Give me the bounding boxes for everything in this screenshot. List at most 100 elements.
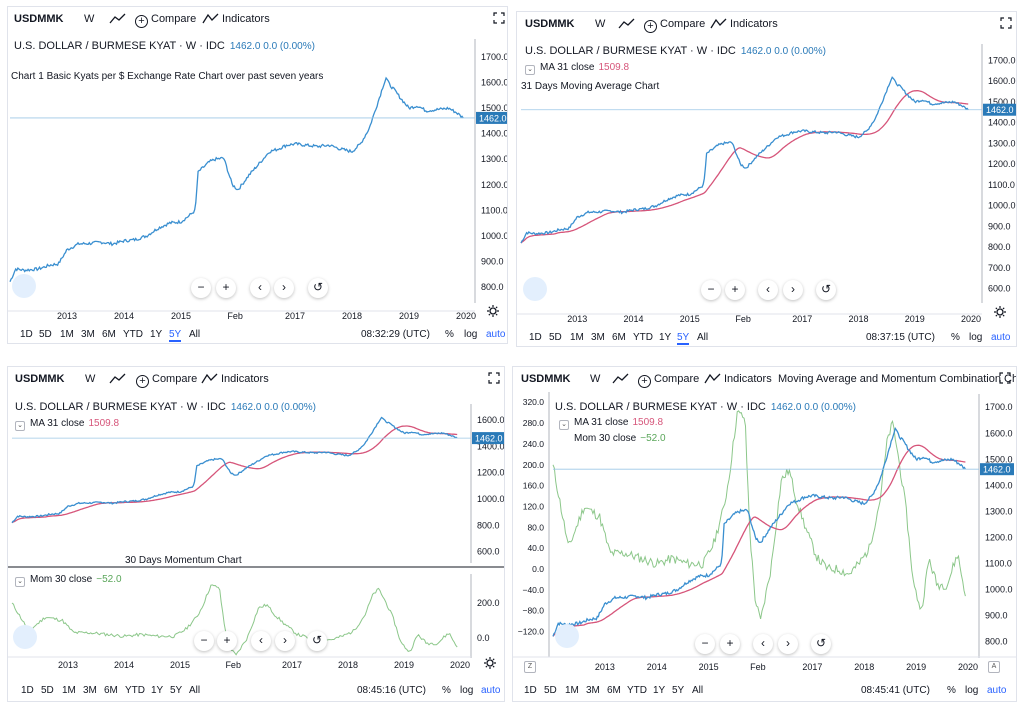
collapse-icon[interactable]: ⌄ — [15, 577, 25, 587]
range-3m[interactable]: 3M — [591, 332, 605, 343]
auto-toggle[interactable]: auto — [486, 329, 506, 340]
range-3m[interactable]: 3M — [586, 685, 600, 696]
left-axis-toggle[interactable]: Z — [524, 661, 536, 673]
fullscreen-icon[interactable] — [492, 11, 506, 25]
range-all[interactable]: All — [189, 329, 201, 340]
interval-button[interactable]: W — [85, 373, 96, 385]
momentum-legend[interactable]: Mom 30 close −52.0 — [574, 433, 666, 444]
tradingview-logo[interactable] — [523, 277, 547, 301]
momentum-legend[interactable]: ⌄ Mom 30 close −52.0 — [15, 574, 122, 587]
fullscreen-icon[interactable] — [487, 371, 501, 385]
range-6m[interactable]: 6M — [607, 685, 621, 696]
range-all[interactable]: All — [697, 332, 709, 343]
range-ytd[interactable]: YTD — [125, 685, 145, 696]
range-5d[interactable]: 5D — [549, 332, 562, 343]
zoom-in-button[interactable]: + — [725, 280, 745, 300]
range-6m[interactable]: 6M — [104, 685, 118, 696]
range-1d[interactable]: 1D — [524, 685, 537, 696]
reset-chart-button[interactable]: ↺ — [816, 280, 836, 300]
compare-button[interactable]: + Compare — [135, 13, 196, 28]
reset-chart-button[interactable]: ↺ — [811, 634, 831, 654]
log-toggle[interactable]: log — [969, 332, 983, 343]
range-ytd[interactable]: YTD — [123, 329, 143, 340]
range-1y[interactable]: 1Y — [659, 332, 672, 343]
indicators-button[interactable]: Indicators — [710, 18, 778, 30]
scroll-right-button[interactable]: › — [274, 278, 294, 298]
scroll-right-button[interactable]: › — [783, 280, 803, 300]
zoom-in-button[interactable]: + — [216, 278, 236, 298]
range-6m[interactable]: 6M — [612, 332, 626, 343]
auto-toggle[interactable]: auto — [987, 685, 1007, 696]
range-1y[interactable]: 1Y — [653, 685, 666, 696]
tradingview-logo[interactable] — [13, 625, 37, 649]
range-5d[interactable]: 5D — [544, 685, 557, 696]
symbol-label[interactable]: USDMMK — [521, 373, 571, 385]
fullscreen-icon[interactable] — [998, 371, 1012, 385]
range-3m[interactable]: 3M — [83, 685, 97, 696]
range-ytd[interactable]: YTD — [633, 332, 653, 343]
chart-type-icon[interactable] — [109, 13, 126, 24]
scroll-right-button[interactable]: › — [778, 634, 798, 654]
scroll-left-button[interactable]: ‹ — [758, 280, 778, 300]
range-all[interactable]: All — [189, 685, 201, 696]
price-momentum-chart[interactable]: 600.0 800.0 1000.0 1200.0 1400.0 1600.0 1462.0… — [8, 367, 505, 702]
range-6m[interactable]: 6M — [102, 329, 116, 340]
right-axis-toggle[interactable]: A — [988, 661, 1000, 673]
range-1m[interactable]: 1M — [60, 329, 74, 340]
range-1d[interactable]: 1D — [529, 332, 542, 343]
symbol-label[interactable]: USDMMK — [15, 373, 65, 385]
compare-button[interactable]: + Compare — [136, 373, 197, 388]
scroll-left-button[interactable]: ‹ — [250, 278, 270, 298]
scroll-left-button[interactable]: ‹ — [753, 634, 773, 654]
zoom-out-button[interactable]: − — [191, 278, 211, 298]
scroll-right-button[interactable]: › — [275, 631, 295, 651]
range-1d[interactable]: 1D — [20, 329, 33, 340]
collapse-icon[interactable]: ⌄ — [525, 65, 535, 75]
symbol-label[interactable]: USDMMK — [14, 13, 64, 25]
range-5d[interactable]: 5D — [39, 329, 52, 340]
range-5y[interactable]: 5Y — [170, 685, 183, 696]
range-5y[interactable]: 5Y — [672, 685, 685, 696]
range-ytd[interactable]: YTD — [627, 685, 647, 696]
chart-type-icon[interactable] — [109, 373, 126, 384]
range-5y[interactable]: 5Y — [169, 329, 182, 342]
range-1y[interactable]: 1Y — [150, 329, 163, 340]
auto-toggle[interactable]: auto — [991, 332, 1011, 343]
chart-type-icon[interactable] — [612, 373, 629, 384]
ma-legend[interactable]: ⌄ MA 31 close 1509.8 — [559, 417, 663, 430]
interval-button[interactable]: W — [590, 373, 601, 385]
indicators-button[interactable]: Indicators — [202, 13, 270, 25]
ma-legend[interactable]: ⌄ MA 31 close 1509.8 — [525, 62, 629, 75]
range-1m[interactable]: 1M — [62, 685, 76, 696]
symbol-label[interactable]: USDMMK — [525, 18, 575, 30]
indicators-button[interactable]: Indicators — [201, 373, 269, 385]
zoom-out-button[interactable]: − — [194, 631, 214, 651]
collapse-icon[interactable]: ⌄ — [15, 421, 25, 431]
percent-toggle[interactable]: % — [951, 332, 960, 343]
tradingview-logo[interactable] — [12, 274, 36, 298]
range-1y[interactable]: 1Y — [151, 685, 164, 696]
range-1d[interactable]: 1D — [21, 685, 34, 696]
settings-icon[interactable] — [994, 306, 1006, 318]
percent-toggle[interactable]: % — [442, 685, 451, 696]
zoom-out-button[interactable]: − — [695, 634, 715, 654]
interval-button[interactable]: W — [595, 18, 606, 30]
collapse-icon[interactable]: ⌄ — [559, 420, 569, 430]
range-5y[interactable]: 5Y — [677, 332, 690, 345]
tradingview-logo[interactable] — [555, 624, 579, 648]
indicators-button[interactable]: Indicators — [704, 373, 772, 385]
combination-chart[interactable]: −120.0 −80.0 −40.0 0.0 40.0 80.0 120.0 160.0 200… — [513, 367, 1017, 702]
log-toggle[interactable]: log — [464, 329, 478, 340]
range-1m[interactable]: 1M — [565, 685, 579, 696]
interval-button[interactable]: W — [84, 13, 95, 25]
auto-toggle[interactable]: auto — [481, 685, 501, 696]
settings-icon[interactable] — [487, 305, 499, 317]
range-3m[interactable]: 3M — [81, 329, 95, 340]
zoom-in-button[interactable]: + — [720, 634, 740, 654]
percent-toggle[interactable]: % — [947, 685, 956, 696]
chart-type-icon[interactable] — [618, 18, 635, 29]
log-toggle[interactable]: log — [460, 685, 474, 696]
price-ma-chart[interactable]: 600.0 700.0 800.0 900.0 1000.0 1100.0 1200.0 13… — [517, 12, 1017, 347]
fullscreen-icon[interactable] — [999, 16, 1013, 30]
compare-button[interactable]: + Compare — [644, 18, 705, 33]
